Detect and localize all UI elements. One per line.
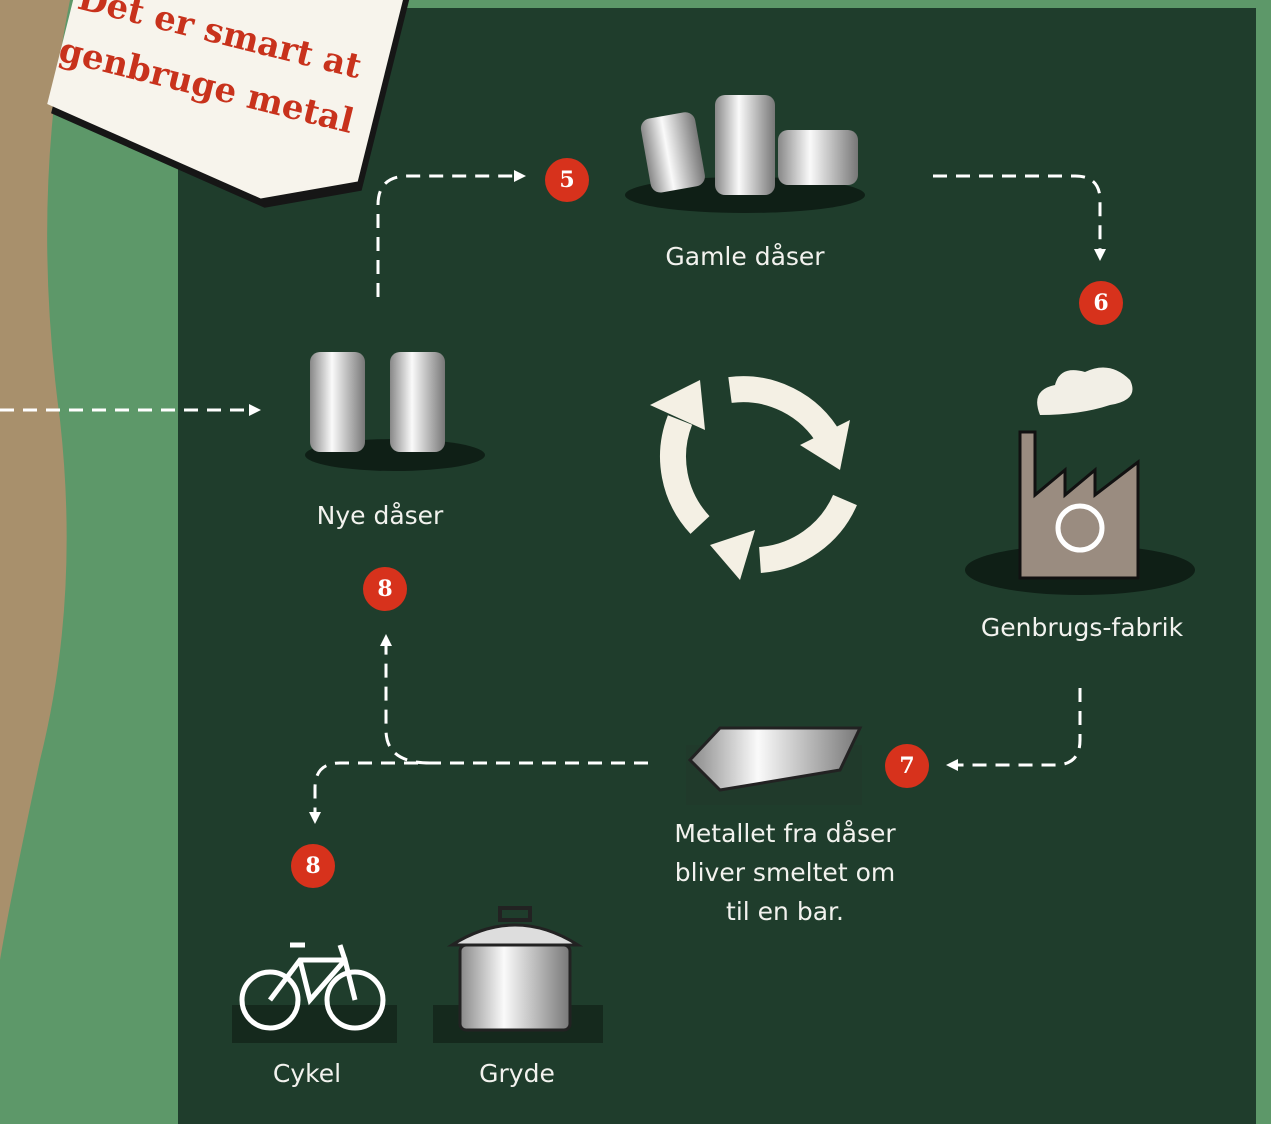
node-label: til en bar. — [726, 897, 844, 926]
node-label: bliver smeltet om — [675, 858, 895, 887]
node-label: Genbrugs-fabrik — [981, 613, 1184, 642]
node-label: Gamle dåser — [665, 242, 825, 271]
step-number: 5 — [559, 167, 574, 193]
node-label: Gryde — [479, 1059, 555, 1088]
step-number: 6 — [1093, 290, 1108, 316]
node-label: Cykel — [273, 1059, 341, 1088]
node-label: Metallet fra dåser — [674, 819, 896, 848]
step-number: 8 — [305, 853, 320, 879]
metal-bar-icon — [686, 728, 862, 805]
step-number: 7 — [899, 753, 914, 779]
diagram: Det er smart at genbruge metal 56788Gaml… — [0, 0, 1271, 1124]
step-number: 8 — [377, 576, 392, 602]
node-label: Nye dåser — [317, 501, 444, 530]
page: {"banner": {"lines": ["Det er smart at",… — [0, 0, 1271, 1124]
